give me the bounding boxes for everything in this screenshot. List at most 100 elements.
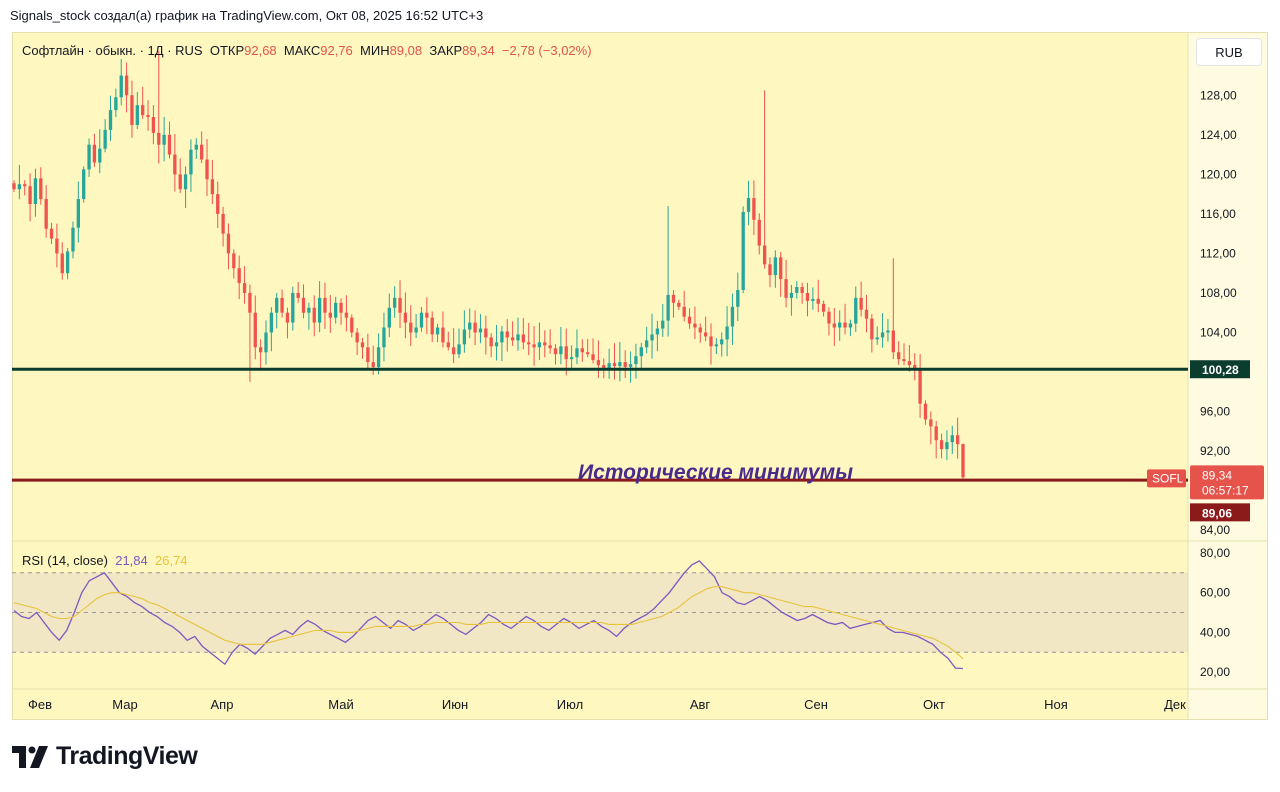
candle-body [661,320,665,329]
candle-body [757,219,761,246]
candle-body [864,309,869,319]
candle-body [548,345,552,349]
candle-body [602,365,606,369]
candle-body [323,297,327,313]
candle-body [500,331,504,343]
candle-body [301,297,306,313]
candle-body [178,174,182,190]
candle-body [312,307,316,323]
candle-body [779,257,783,280]
candle-body [28,186,32,204]
min-price-label-bg [1190,503,1250,522]
candle-body [875,337,879,340]
candle-body [645,340,649,348]
candle-body [119,75,123,98]
time-tick-6: Авг [690,697,711,712]
legend-open-label: ОТКР [209,43,245,58]
rsi-line [13,560,964,670]
candle-body [505,331,509,338]
candle-body [832,323,836,328]
candle-body [366,347,370,363]
candle-body [537,342,542,348]
rsi-tick-3: 20,00 [1200,665,1230,679]
candle-body [730,306,735,327]
candle-body [157,132,161,145]
candle-body [232,253,236,269]
candle-body [575,348,579,358]
candle-body [961,444,965,478]
header-attribution: Signals_stock создал(а) график на Tradin… [10,8,484,23]
candle-body [510,337,515,341]
candle-body [703,332,708,337]
rsi-tick-2: 40,00 [1200,625,1230,639]
candle-body [376,347,381,368]
time-tick-9: Ноя [1044,697,1068,712]
candle-body [752,198,756,220]
candle-body [891,330,895,353]
candle-body [559,346,563,355]
currency-button[interactable]: RUB [1196,38,1262,66]
candle-body [682,306,686,317]
candle-body [33,178,38,204]
candle-body [17,184,22,190]
candle-body [816,298,820,304]
candle-body [210,179,215,195]
price-tick-3: 116,00 [1200,207,1236,221]
candle-body [183,174,188,190]
candle-body [103,129,107,149]
candle-body [714,344,719,347]
candle-body [484,328,488,338]
candle-body [473,322,477,333]
price-tick-2: 120,00 [1200,167,1237,181]
candle-body [124,75,129,96]
candle-body [114,97,118,111]
time-tick-0: Фев [28,697,52,712]
candle-body [800,287,804,293]
candle-body [628,364,633,368]
candle-body [789,292,794,298]
legend-open-value: 92,68 [244,43,277,58]
price-tick-9: 92,00 [1200,444,1230,458]
candle-body [285,312,290,323]
close-countdown-label: 06:57:17 [1202,483,1249,497]
chart-frame[interactable] [12,32,1268,720]
legend-symbol: Софтлайн · обыкн. · 1Д · RUS [22,43,203,58]
time-tick-3: Май [328,697,353,712]
candle-body [489,337,493,347]
tradingview-logo[interactable]: TradingView [12,742,198,771]
candle-body [709,336,713,347]
candle-body [784,279,788,298]
candle-body [108,110,113,130]
candle-body [666,294,670,321]
price-legend: Софтлайн · обыкн. · 1Д · RUS ОТКР92,68 М… [22,43,592,58]
candle-body [923,403,928,420]
candle-body [527,342,531,345]
candle-body [441,327,445,343]
candle-body [848,323,853,328]
candle-body [854,297,858,324]
candle-body [687,316,692,324]
close-price-label-bg [1190,465,1264,500]
candle-body [907,361,912,366]
candle-body [827,311,831,324]
candle-body [720,339,724,345]
candle-body [671,294,676,303]
price-tick-4: 112,00 [1200,246,1236,260]
candle-body [334,302,338,318]
time-tick-8: Окт [923,697,945,712]
candle-body [795,287,799,293]
candle-body [269,312,274,333]
candle-body [414,327,418,333]
candle-body [189,149,193,175]
candle-body [130,95,134,125]
candle-body [596,360,601,366]
candle-body [92,144,97,163]
candle-body [387,307,391,328]
candle-body [355,332,359,343]
candle-body [677,302,681,307]
candle-body [655,328,660,335]
candle-body [398,297,402,313]
candle-body [135,105,139,125]
candle-body [419,312,424,328]
